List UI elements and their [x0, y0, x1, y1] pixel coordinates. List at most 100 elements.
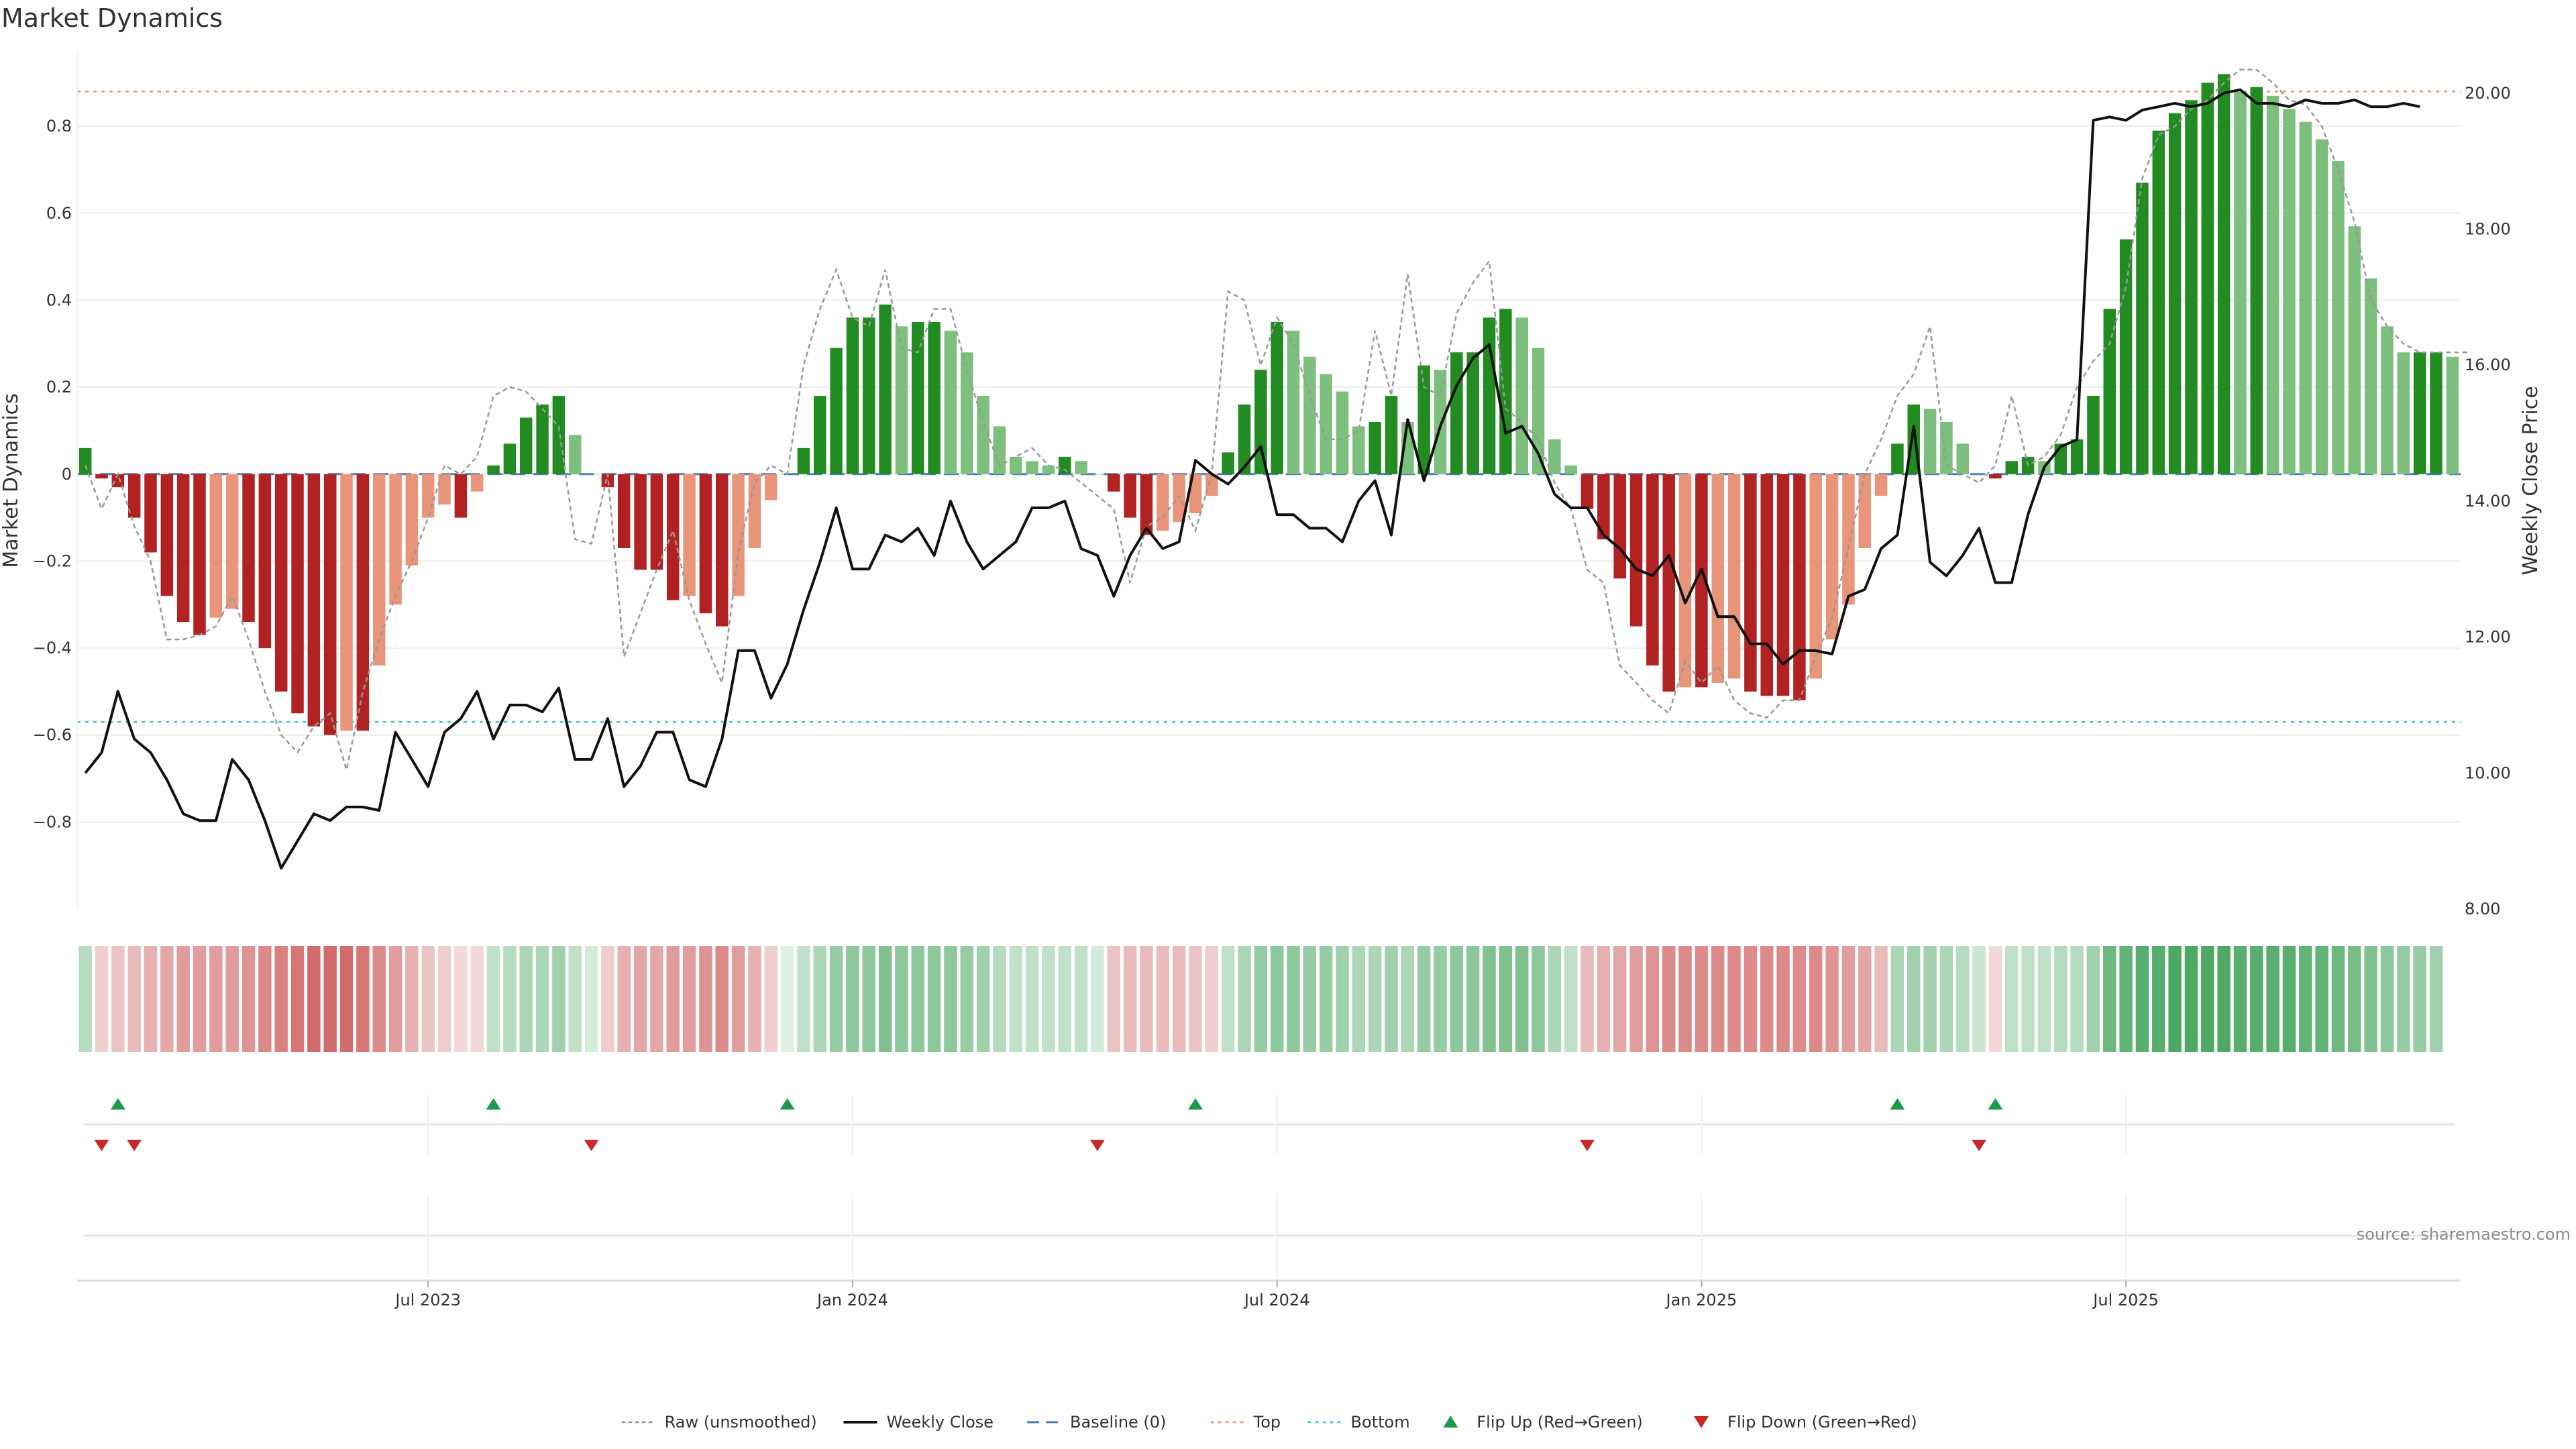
bar	[1287, 330, 1300, 474]
bar	[1368, 421, 1381, 474]
strip-cell	[437, 946, 451, 1052]
strip-cell	[2397, 946, 2410, 1052]
strip-cell	[1156, 946, 1170, 1052]
bar	[1108, 474, 1120, 492]
bar	[1205, 474, 1218, 496]
y-tick-label: −0.4	[33, 639, 72, 657]
bar	[2087, 396, 2100, 474]
bar	[1891, 443, 1904, 474]
bar	[1825, 474, 1839, 640]
raw-line	[85, 68, 2469, 770]
flip-down-marker	[1580, 1140, 1595, 1151]
strip-cell	[193, 946, 207, 1052]
strip-cell	[1890, 946, 1904, 1052]
bar	[683, 474, 696, 596]
bar	[2250, 87, 2263, 474]
bar	[225, 474, 239, 609]
strip-cell	[715, 946, 729, 1052]
bar	[2005, 461, 2019, 474]
strip-cell	[1074, 946, 1088, 1052]
strip-cell	[1205, 946, 1219, 1052]
bar	[1222, 452, 1234, 474]
bar	[1744, 474, 1757, 692]
strip-cell	[927, 946, 941, 1052]
bar	[2315, 139, 2328, 474]
axes: −0.8 −0.6 −0.4 −0.2 0 0.2 0.4 0.6 0.8 8.00 10.00 12…	[0, 52, 2542, 918]
bar	[405, 474, 419, 566]
bar	[699, 474, 712, 614]
bar	[1727, 474, 1741, 679]
bar	[568, 435, 582, 474]
y2-tick-label: 8.00	[2465, 900, 2500, 918]
flip-down-marker	[127, 1140, 142, 1151]
strip-cell	[1352, 946, 1366, 1052]
bar	[2234, 91, 2247, 474]
bar	[928, 321, 941, 474]
bar	[1793, 474, 1806, 700]
strip-cell	[2005, 946, 2019, 1052]
strip-cell	[339, 946, 354, 1052]
intensity-strip	[78, 946, 2443, 1052]
bar	[585, 474, 598, 475]
strip-cell	[2299, 946, 2312, 1052]
y-axis-label: Market Dynamics	[0, 393, 23, 568]
bar	[748, 474, 761, 548]
bar	[1483, 317, 1496, 474]
bar	[127, 474, 141, 518]
strip-cell	[209, 946, 223, 1052]
y-tick-label: −0.8	[33, 812, 72, 831]
strip-cell	[1580, 946, 1594, 1052]
strip-cell	[1287, 946, 1300, 1052]
y-tick-label: 0	[62, 465, 72, 484]
y2-tick-label: 12.00	[2465, 628, 2511, 647]
strip-cell	[1548, 946, 1562, 1052]
strip-cell	[1042, 946, 1055, 1052]
strip-cell	[1841, 946, 1856, 1052]
strip-cell	[1874, 946, 1888, 1052]
bar	[2103, 309, 2116, 474]
strip-cell	[1483, 946, 1496, 1052]
strip-cell	[601, 946, 614, 1052]
strip-cell	[2021, 946, 2035, 1052]
y2-tick-label: 16.00	[2465, 356, 2511, 374]
reference-lines	[77, 90, 2461, 723]
bar	[830, 347, 843, 474]
strip-cell	[993, 946, 1006, 1052]
bar	[912, 321, 924, 474]
flip-markers	[84, 1095, 2455, 1278]
strip-cell	[127, 946, 141, 1052]
strip-cell	[2250, 946, 2263, 1052]
strip-cell	[1221, 946, 1235, 1052]
flip-up-marker	[1187, 1098, 1203, 1110]
bar	[2364, 278, 2377, 474]
bar	[2070, 439, 2084, 474]
bar	[438, 474, 451, 505]
strip-cell	[797, 946, 810, 1052]
strip-cell	[1499, 946, 1513, 1052]
strip-cell	[160, 946, 174, 1052]
strip-cell	[650, 946, 663, 1052]
bar	[487, 465, 500, 474]
legend-label: Baseline (0)	[1070, 1413, 1166, 1432]
bar	[846, 317, 859, 474]
bar	[716, 474, 729, 627]
bar	[1989, 474, 2002, 479]
y-tick-label: 0.4	[46, 290, 72, 309]
strip-cell	[633, 946, 647, 1052]
legend: Raw (unsmoothed) Weekly Close Baseline (0)…	[621, 1413, 1917, 1432]
bar	[1515, 317, 1528, 474]
bar	[1564, 465, 1577, 474]
strip-cell	[307, 946, 321, 1052]
strip-cell	[1760, 946, 1774, 1052]
strip-cell	[699, 946, 712, 1052]
bar	[2152, 130, 2165, 474]
strip-cell	[535, 946, 549, 1052]
strip-cell	[846, 946, 859, 1052]
strip-cell	[1646, 946, 1660, 1052]
strip-cell	[960, 946, 974, 1052]
bar	[1711, 474, 1724, 683]
strip-cell	[1532, 946, 1545, 1052]
strip-cell	[1695, 946, 1709, 1052]
bar	[421, 474, 435, 518]
y2-tick-label: 18.00	[2465, 220, 2511, 239]
